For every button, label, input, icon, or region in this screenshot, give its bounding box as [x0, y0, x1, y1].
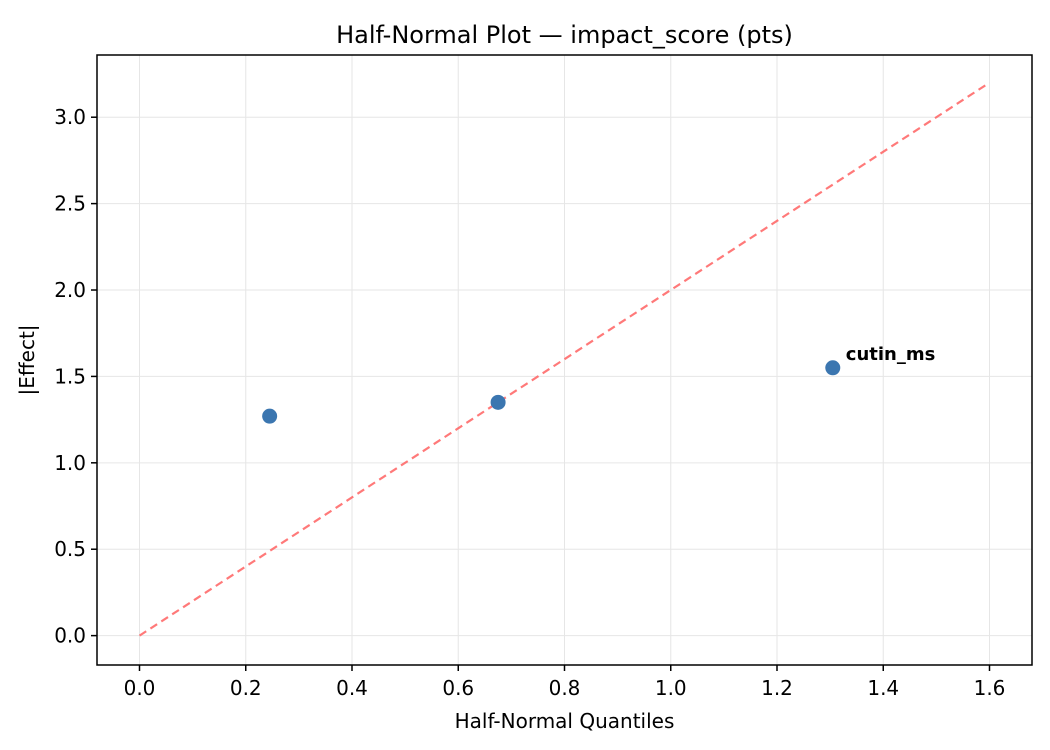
scatter-points: cutin_ms — [262, 344, 935, 424]
y-tick-label: 0.5 — [54, 537, 86, 561]
x-tick-label: 0.0 — [124, 676, 156, 700]
data-point — [825, 360, 841, 376]
y-tick-label: 0.0 — [54, 624, 86, 648]
y-tick-label: 1.5 — [54, 364, 86, 388]
x-tick-label: 0.6 — [442, 676, 474, 700]
x-tick-label: 1.0 — [655, 676, 687, 700]
x-tick-label: 1.4 — [867, 676, 899, 700]
x-axis: 0.0 0.2 0.4 0.6 0.8 1.0 1.2 1.4 1.6 — [124, 665, 1006, 700]
gridlines — [97, 55, 1032, 665]
reference-line — [138, 81, 991, 637]
y-axis-label: |Effect| — [15, 324, 39, 395]
x-tick-label: 1.2 — [761, 676, 793, 700]
point-annotation: cutin_ms — [846, 344, 936, 365]
x-tick-label: 0.2 — [230, 676, 262, 700]
x-tick-label: 0.4 — [336, 676, 368, 700]
data-point — [262, 408, 278, 424]
x-tick-label: 0.8 — [549, 676, 581, 700]
y-axis: 0.0 0.5 1.0 1.5 2.0 2.5 3.0 — [54, 105, 97, 648]
y-tick-label: 2.0 — [54, 278, 86, 302]
chart-title: Half-Normal Plot — impact_score (pts) — [336, 21, 793, 49]
x-axis-label: Half-Normal Quantiles — [455, 709, 675, 733]
x-tick-label: 1.6 — [974, 676, 1006, 700]
y-tick-label: 3.0 — [54, 105, 86, 129]
data-point — [490, 394, 506, 410]
y-tick-label: 1.0 — [54, 451, 86, 475]
y-tick-label: 2.5 — [54, 192, 86, 216]
